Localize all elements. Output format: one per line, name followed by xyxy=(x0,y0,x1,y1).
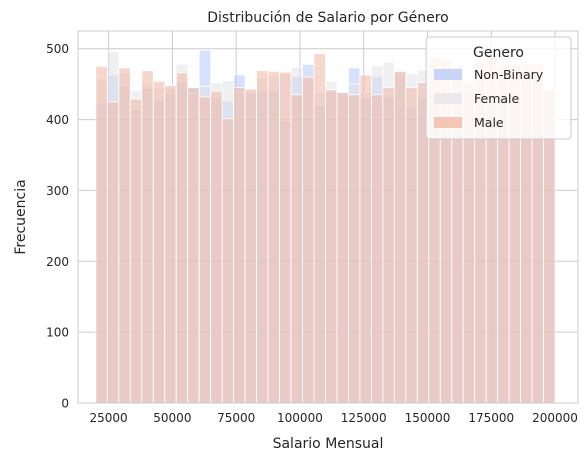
histogram-bar xyxy=(325,89,338,404)
y-axis-ticks: 0 100 200 300 400 500 xyxy=(46,42,69,410)
x-tick-label: 125000 xyxy=(341,411,387,425)
histogram-bar xyxy=(382,87,395,404)
histogram-bar xyxy=(302,76,315,404)
y-tick-label: 100 xyxy=(46,326,69,340)
legend-item: Male xyxy=(434,115,504,130)
x-axis-label: Salario Mensual xyxy=(273,436,384,452)
histogram-bar xyxy=(187,87,200,404)
histogram-bar xyxy=(313,53,326,404)
x-tick-label: 50000 xyxy=(153,411,191,425)
histogram-bar xyxy=(95,66,108,404)
histogram-bar xyxy=(198,96,212,404)
histogram-bar xyxy=(233,87,246,404)
x-tick-label: 25000 xyxy=(90,411,128,425)
histogram-bar xyxy=(290,94,303,404)
legend-swatch xyxy=(434,117,462,128)
y-tick-label: 0 xyxy=(61,397,69,411)
legend-label: Female xyxy=(474,91,520,106)
legend-items: Non-Binary Female Male xyxy=(434,67,544,130)
y-axis-label: Frecuencia xyxy=(13,179,29,254)
x-axis-ticks: 25000 50000 75000 100000 125000 150000 175000 2… xyxy=(90,411,578,425)
x-tick-label: 75000 xyxy=(217,411,255,425)
legend-item: Female xyxy=(434,91,520,106)
legend-label: Male xyxy=(474,115,504,130)
x-tick-label: 100000 xyxy=(277,411,323,425)
histogram-bar xyxy=(175,72,189,404)
histogram-bar xyxy=(244,88,257,404)
histogram-bar xyxy=(152,80,166,404)
y-tick-label: 500 xyxy=(46,42,69,56)
legend-box xyxy=(425,36,572,140)
legend: Genero Non-Binary Female Male xyxy=(425,36,572,140)
histogram-bar xyxy=(256,70,269,404)
legend-title: Genero xyxy=(473,45,524,61)
legend-swatch xyxy=(434,93,462,104)
histogram-bar xyxy=(164,85,177,404)
y-tick-label: 300 xyxy=(46,184,69,198)
histogram-bar xyxy=(210,90,223,404)
histogram-bar xyxy=(129,98,143,404)
histogram-bar xyxy=(405,87,418,404)
chart-title: Distribución de Salario por Género xyxy=(207,10,449,26)
y-tick-label: 400 xyxy=(46,113,69,127)
histogram-bar xyxy=(118,67,131,404)
histogram-bar xyxy=(348,94,361,404)
legend-label: Non-Binary xyxy=(474,67,544,82)
series-male xyxy=(95,53,556,404)
x-tick-label: 175000 xyxy=(468,411,514,425)
legend-swatch xyxy=(434,69,462,80)
histogram-bar xyxy=(393,70,407,404)
histogram-bar xyxy=(221,118,235,404)
legend-item: Non-Binary xyxy=(434,67,544,82)
histogram-bar xyxy=(370,94,384,404)
histogram-bar xyxy=(141,70,154,404)
x-tick-label: 200000 xyxy=(532,411,578,425)
histogram-bar xyxy=(359,74,372,404)
histogram-bar xyxy=(336,92,349,404)
histogram-bar xyxy=(106,101,120,404)
x-tick-label: 150000 xyxy=(405,411,451,425)
y-tick-label: 200 xyxy=(46,255,69,269)
histogram-bar xyxy=(279,71,292,404)
histogram-bar xyxy=(267,70,280,404)
plot-frame xyxy=(77,30,579,404)
